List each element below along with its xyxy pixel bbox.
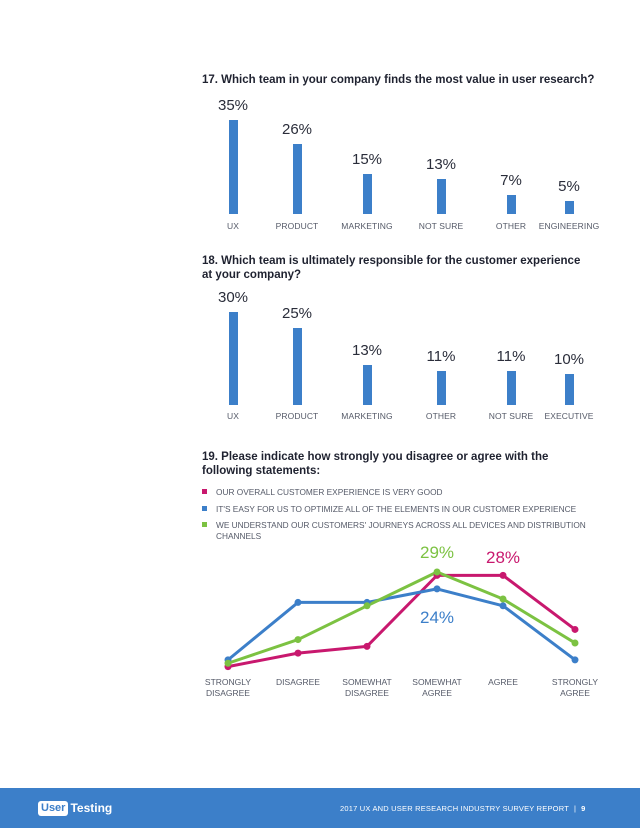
legend-label: OUR OVERALL CUSTOMER EXPERIENCE IS VERY … [216,487,443,497]
page-footer: User Testing 2017 UX AND USER RESEARCH I… [0,788,640,828]
legend-label-line1: WE UNDERSTAND OUR CUSTOMERS' JOURNEYS AC… [216,520,586,530]
x-category-label-4-line0: AGREE [488,677,518,687]
q18-category-label-5: EXECUTIVE [544,411,594,421]
x-category-label-1-line0: DISAGREE [276,677,320,687]
q17-category-label-5: ENGINEERING [538,221,600,231]
q17-value-label-1: 26% [281,121,313,139]
series-2-point-0 [224,659,232,667]
report-title-text: 2017 UX AND USER RESEARCH INDUSTRY SURVE… [340,804,569,813]
x-category-label-3-line1: AGREE [422,688,452,698]
q18-value-label-5: 10% [553,351,585,368]
x-category-label-5-line0: STRONGLY [552,677,598,687]
series-2-point-5 [571,639,579,647]
legend-item-journeys: WE UNDERSTAND OUR CUSTOMERS' JOURNEYS AC… [202,520,622,544]
q17-value-label-4: 7% [500,172,522,190]
q17-category-label-2: MARKETING [341,221,393,231]
q18-category-label-3: OTHER [425,411,457,421]
series-2-point-4 [499,595,507,603]
annotation-label-2: 24% [420,608,454,627]
q17-bar-5 [564,200,574,214]
q17-bar-4 [506,195,516,214]
q17-category-label-3: NOT SURE [418,221,464,231]
x-category-label-2-line0: SOMEWHAT [342,677,391,687]
series-0-point-4 [499,571,507,579]
q18-bar-3 [436,370,446,405]
q17-bar-2 [362,173,372,214]
q17-bar-0 [228,120,238,214]
x-category-label-0-line0: STRONGLY [205,677,251,687]
series-2-point-1 [294,636,302,644]
series-line-2 [227,570,576,665]
annotation-label-1: 28% [486,548,520,567]
q18-category-label-0: UX [226,411,239,421]
series-0-point-2 [363,642,371,650]
q18-bar-2 [362,364,372,405]
legend-label: WE UNDERSTAND OUR CUSTOMERS' JOURNEYS AC… [216,520,616,542]
question-18-line2: at your company? [202,268,302,281]
q18-bar-0 [228,312,238,405]
legend-swatch-blue [202,506,207,511]
x-category-label-5-line1: AGREE [560,688,590,698]
q18-value-label-2: 13% [351,341,383,359]
q17-category-label-1: PRODUCT [275,221,319,231]
question-18-title: 18. Which team is ultimately responsible… [202,255,602,282]
q17-value-label-2: 15% [351,150,383,168]
logo-user-box: User [38,800,69,816]
series-line-0 [227,573,576,669]
question-19-title: 19. Please indicate how strongly you dis… [202,451,602,478]
series-1-point-3 [433,585,441,593]
q17-category-label-0: UX [226,221,239,231]
legend-swatch-green [202,522,207,527]
q18-value-label-3: 11% [426,347,456,365]
q17-category-label-4: OTHER [495,221,527,231]
series-line-1 [227,587,576,662]
annotation-label-0: 29% [420,543,454,562]
series-0-point-5 [571,625,579,633]
legend-swatch-magenta [202,489,207,494]
x-category-label-3-line0: SOMEWHAT [412,677,461,687]
series-1-point-5 [571,656,579,664]
x-category-label-2-line1: DISAGREE [345,688,389,698]
x-category-label-0-line1: DISAGREE [206,688,250,698]
series-2-point-3 [433,568,441,576]
q17-value-label-3: 13% [425,156,457,174]
report-title: 2017 UX AND USER RESEARCH INDUSTRY SURVE… [340,804,620,813]
series-1-point-1 [294,598,302,606]
q17-bar-3 [436,179,446,214]
q18-value-label-0: 30% [217,289,249,306]
q18-bar-5 [564,374,574,405]
legend-label: IT'S EASY FOR US TO OPTIMIZE ALL OF THE … [216,504,577,514]
q17-value-label-0: 35% [217,97,249,114]
series-0-point-1 [294,649,302,657]
question-19-line1: 19. Please indicate how strongly you dis… [202,451,549,463]
q18-category-label-2: MARKETING [341,411,393,421]
q18-value-label-1: 25% [281,304,313,322]
series-2-point-2 [363,602,371,610]
q18-bar-1 [292,327,302,405]
q17-value-label-5: 5% [558,177,580,195]
series-1-point-4 [499,602,507,610]
question-19-line2: following statements: [202,464,321,477]
footer-separator: | [573,804,577,813]
q18-category-label-4: NOT SURE [488,411,534,421]
q17-bar-1 [292,144,302,214]
question-18-line1: 18. Which team is ultimately responsible… [202,255,581,267]
question-17-title: 17. Which team in your company finds the… [202,74,595,86]
logo-testing-text: Testing [70,801,113,815]
usertesting-logo: User Testing [38,800,112,816]
q18-category-label-1: PRODUCT [275,411,319,421]
page-number: 9 [581,804,586,813]
q18-bar-4 [506,370,516,405]
q18-value-label-4: 11% [496,347,526,365]
legend-label-line2: CHANNELS [216,531,262,541]
